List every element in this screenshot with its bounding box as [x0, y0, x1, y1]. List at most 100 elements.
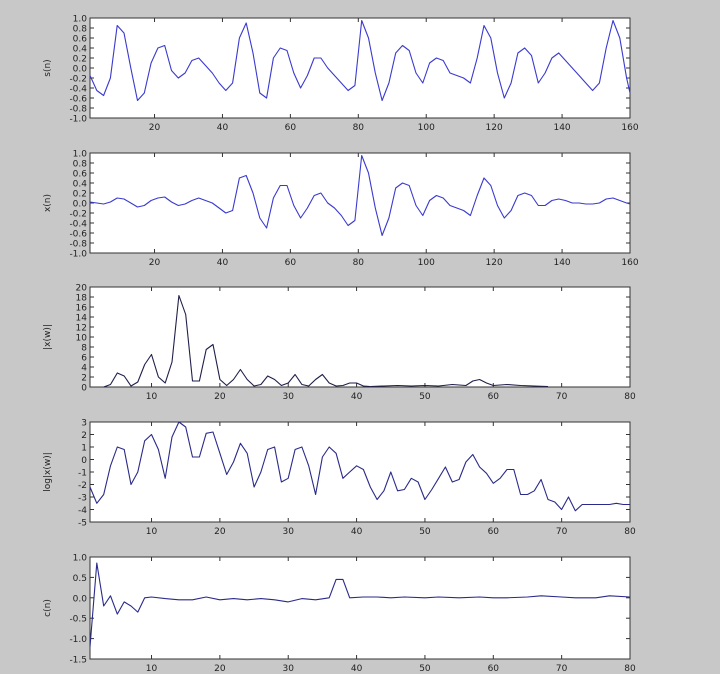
x-tick-label: 140	[553, 123, 570, 133]
y-tick-label: 8	[81, 344, 87, 354]
x-tick-label: 80	[353, 258, 365, 268]
y-tick-label: -1.5	[69, 656, 87, 666]
x-tick-label: 60	[285, 258, 297, 268]
y-tick-label: 16	[76, 304, 88, 314]
y-axis-label: log|x(w)|	[43, 452, 53, 492]
x-tick-label: 120	[486, 258, 503, 268]
y-tick-label: -1.0	[69, 635, 87, 645]
y-axis-label: |x(w)|	[43, 324, 53, 350]
y-tick-label: 0.4	[73, 180, 88, 190]
x-tick-label: 70	[556, 527, 568, 537]
x-tick-label: 10	[146, 392, 158, 402]
y-tick-label: 0.5	[73, 574, 87, 584]
y-tick-label: -0.2	[69, 210, 87, 220]
x-tick-label: 10	[146, 664, 158, 674]
x-tick-label: 50	[419, 664, 431, 674]
y-tick-label: -0.8	[69, 105, 87, 115]
chart-panel-1: -1.0-0.8-0.6-0.4-0.20.00.20.40.60.81.0 20…	[43, 15, 639, 134]
y-axis-label: x(n)	[43, 194, 53, 212]
x-tick-label: 50	[419, 392, 431, 402]
x-tick-label: 160	[621, 123, 638, 133]
y-tick-label: 20	[76, 284, 88, 294]
y-tick-label: -2	[78, 481, 87, 491]
x-tick-label: 60	[285, 123, 297, 133]
y-tick-label: 0	[81, 456, 87, 466]
y-tick-label: 4	[81, 364, 87, 374]
x-tick-label: 40	[351, 664, 363, 674]
chart-panel-2: -1.0-0.8-0.6-0.4-0.20.00.20.40.60.81.0 20…	[43, 150, 639, 269]
x-tick-label: 20	[214, 392, 226, 402]
y-tick-label: 0.0	[73, 65, 88, 75]
y-tick-label: -1.0	[69, 115, 87, 125]
x-tick-label: 140	[553, 258, 570, 268]
y-tick-label: -1	[78, 469, 87, 479]
x-tick-label: 40	[217, 258, 229, 268]
x-tick-label: 120	[486, 123, 503, 133]
y-tick-label: 0.2	[73, 190, 87, 200]
y-tick-label: 0.6	[73, 170, 88, 180]
x-tick-label: 20	[214, 527, 226, 537]
y-tick-label: 0	[81, 384, 87, 394]
series-line	[89, 421, 630, 512]
y-tick-label: 0.8	[73, 25, 88, 35]
chart-panel-4: -5 -4 -3 -2 -1 0 1 2 3 10 20 30 40 50 60 70 80 log|x(w)|	[43, 419, 636, 538]
y-tick-label: -0.2	[69, 75, 87, 85]
y-axis-label: c(n)	[43, 599, 53, 617]
series-line	[89, 154, 631, 237]
y-tick-label: 0.4	[73, 45, 88, 55]
y-axis-label: s(n)	[43, 59, 53, 76]
series-line	[89, 19, 631, 102]
y-tick-label: 1.0	[73, 150, 88, 160]
x-tick-label: 70	[556, 392, 568, 402]
y-tick-label: -0.8	[69, 240, 87, 250]
chart-panel-5: -1.5 -1.0 -0.5 0.0 0.5 1.0 10 20 30 40 50 60 70 80 c(n…	[43, 554, 636, 674]
x-tick-label: 160	[621, 258, 638, 268]
x-tick-label: 50	[419, 527, 431, 537]
x-tick-label: 40	[351, 527, 363, 537]
x-tick-label: 80	[624, 664, 636, 674]
plot-area	[89, 556, 631, 660]
y-tick-label: 2	[81, 374, 87, 384]
y-tick-label: 18	[76, 294, 88, 304]
x-tick-label: 60	[488, 664, 500, 674]
series-line	[89, 562, 631, 647]
y-tick-label: 2	[81, 431, 87, 441]
x-tick-label: 80	[353, 123, 365, 133]
plot-area	[89, 286, 631, 388]
x-tick-label: 100	[418, 123, 435, 133]
x-tick-label: 30	[283, 392, 295, 402]
y-tick-label: 3	[81, 419, 87, 429]
plot-area	[89, 421, 631, 523]
x-tick-label: 100	[418, 258, 435, 268]
y-tick-label: -0.4	[69, 220, 87, 230]
x-tick-label: 20	[214, 664, 226, 674]
x-tick-label: 20	[149, 258, 161, 268]
y-tick-label: -0.6	[69, 95, 87, 105]
x-tick-label: 40	[351, 392, 363, 402]
x-tick-label: 60	[488, 527, 500, 537]
y-tick-label: 6	[81, 354, 87, 364]
y-tick-label: -0.6	[69, 230, 87, 240]
series-line	[370, 378, 549, 388]
y-tick-label: 1.0	[73, 15, 88, 25]
y-tick-label: 0.0	[73, 200, 88, 210]
y-tick-label: -4	[78, 506, 87, 516]
y-tick-label: -0.5	[69, 615, 87, 625]
y-tick-label: 12	[76, 324, 87, 334]
y-tick-label: 1.0	[73, 554, 88, 564]
x-tick-label: 80	[624, 527, 636, 537]
y-tick-label: 0.2	[73, 55, 87, 65]
series-line	[103, 294, 371, 388]
y-tick-label: 1	[81, 444, 87, 454]
y-tick-label: 0.0	[73, 594, 88, 604]
x-tick-label: 70	[556, 664, 568, 674]
y-tick-label: -1.0	[69, 250, 87, 260]
y-tick-label: 0.8	[73, 160, 88, 170]
y-tick-label: -0.4	[69, 85, 87, 95]
y-tick-label: 14	[76, 314, 88, 324]
x-tick-label: 30	[283, 664, 295, 674]
x-tick-label: 30	[283, 527, 295, 537]
y-tick-label: 10	[76, 334, 88, 344]
